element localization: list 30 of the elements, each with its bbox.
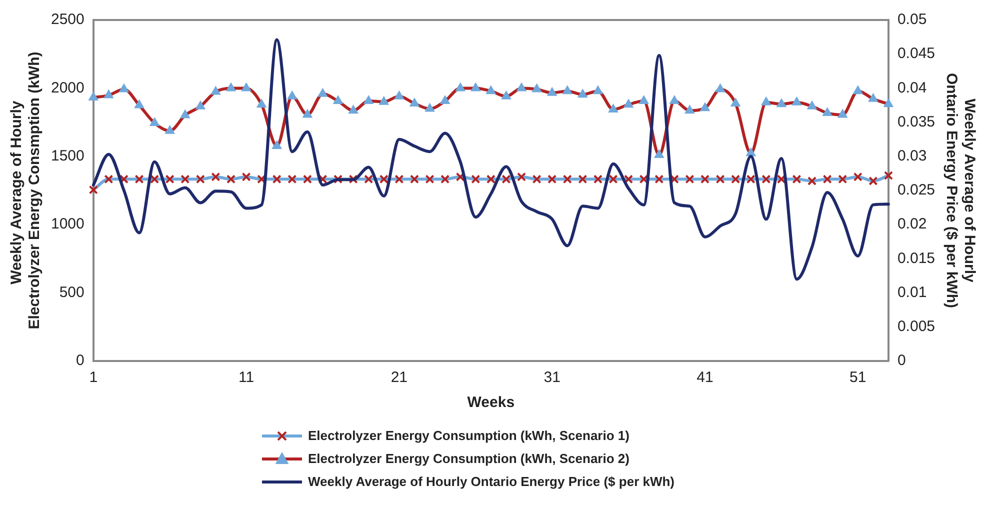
y2-tick-label: 0.005 [897,318,936,336]
x-tick-label: 51 [850,369,866,386]
x-tick-label: 31 [544,369,560,386]
y-tick-label: 500 [59,284,84,301]
y2-tick-label: 0.015 [897,250,936,267]
legend-label: Electrolyzer Energy Consumption (kWh, Scenario 1) [308,428,630,443]
y2-tick-label: 0.02 [897,216,927,233]
y2-tick-label: 0.025 [897,182,936,199]
line-series [92,38,890,281]
x-tick-label: 21 [390,369,408,386]
x-tick-label: 11 [238,369,254,386]
y2-tick-label: 0.04 [897,79,927,96]
y2-axis-title: Weekly Average of Hourly Ontario Energy Price ($ per kWh) [942,72,978,308]
y2-tick-label: 0.05 [897,11,927,28]
x-tick-label: 1 [89,369,98,386]
legend-label: Weekly Average of Hourly Ontario Energy Price ($ per kWh) [308,474,675,489]
y-tick-label: 1000 [50,216,84,233]
y2-tick-label: 0.035 [897,113,936,130]
legend-label: Electrolyzer Energy Consumption (kWh, Scenario 2) [308,451,630,466]
y2-tick-label: 0.01 [897,284,927,301]
x-axis-title: Weeks [467,394,515,412]
y-tick-label: 2500 [50,11,84,28]
y2-tick-label: 0 [897,352,906,370]
y-tick-label: 1500 [50,148,84,165]
y-tick-label: 0 [76,352,84,370]
y-axis-title: Weekly Average of Hourly Electrolyzer Energy Consmption (kWh) [8,52,44,330]
y2-tick-label: 0.03 [897,148,927,165]
y-tick-label: 2000 [50,79,84,96]
y2-tick-label: 0.045 [897,45,936,62]
x-tick-label: 41 [696,369,714,386]
